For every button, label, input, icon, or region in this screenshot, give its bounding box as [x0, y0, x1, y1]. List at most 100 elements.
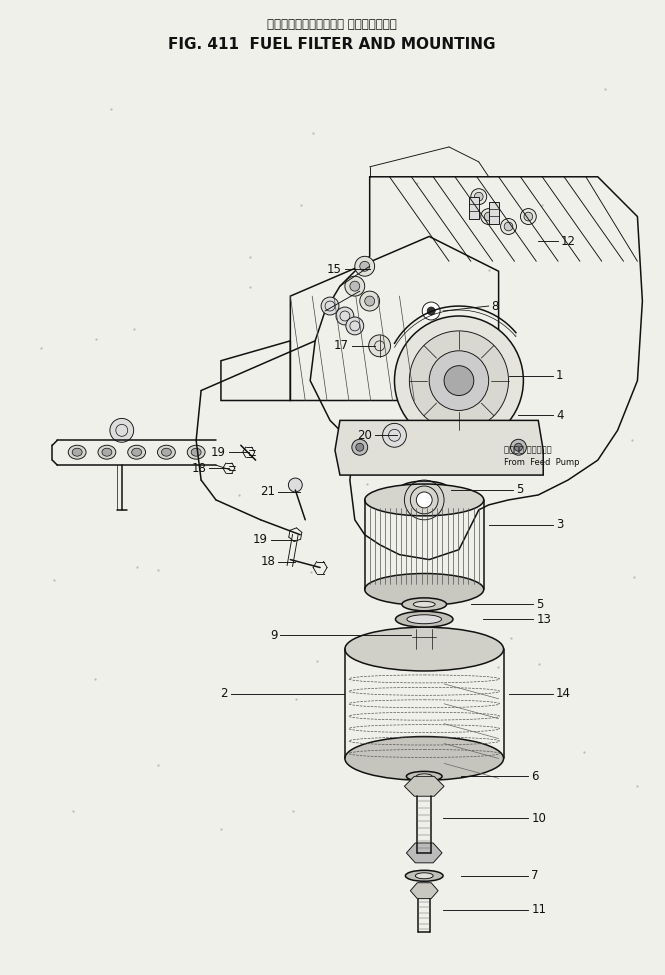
Point [90, 332, 101, 347]
Point [308, 126, 319, 141]
Text: 1: 1 [556, 370, 564, 382]
Ellipse shape [98, 446, 116, 459]
Point [312, 653, 323, 669]
Point [631, 779, 642, 795]
Circle shape [484, 213, 493, 221]
Circle shape [444, 366, 473, 396]
Point [436, 760, 446, 776]
Ellipse shape [406, 771, 442, 781]
Point [128, 321, 139, 336]
Text: 12: 12 [561, 235, 576, 248]
Ellipse shape [345, 627, 503, 671]
Bar [489, 202, 499, 223]
Circle shape [364, 296, 374, 306]
Circle shape [360, 292, 380, 311]
Point [492, 659, 503, 675]
Circle shape [352, 440, 368, 455]
Text: 19: 19 [253, 533, 267, 546]
Circle shape [368, 334, 390, 357]
Text: 13: 13 [536, 612, 551, 626]
Ellipse shape [345, 736, 503, 780]
Ellipse shape [188, 446, 205, 459]
Circle shape [422, 302, 440, 320]
Text: 21: 21 [261, 486, 275, 498]
Point [454, 348, 464, 364]
Point [494, 413, 505, 429]
Point [419, 763, 430, 779]
Text: 7: 7 [531, 870, 539, 882]
Ellipse shape [102, 448, 112, 456]
Text: From  Feed  Pump: From Feed Pump [503, 457, 579, 467]
Point [626, 432, 637, 448]
Point [483, 262, 494, 278]
Text: フュエルフィルタおよび マウンティング: フュエルフィルタおよび マウンティング [267, 19, 397, 31]
Circle shape [360, 261, 370, 271]
Circle shape [471, 189, 487, 205]
Circle shape [321, 297, 339, 315]
Circle shape [427, 307, 435, 315]
Circle shape [356, 444, 364, 451]
Circle shape [511, 440, 527, 455]
Point [234, 487, 245, 502]
Ellipse shape [72, 448, 82, 456]
Ellipse shape [416, 873, 433, 878]
Circle shape [382, 423, 406, 448]
Point [510, 327, 521, 342]
Text: 9: 9 [270, 629, 277, 642]
Ellipse shape [402, 598, 446, 610]
Point [153, 758, 164, 773]
Text: 17: 17 [334, 339, 349, 352]
Text: 5: 5 [517, 484, 524, 496]
Ellipse shape [396, 611, 453, 627]
Circle shape [350, 281, 360, 292]
Text: 4: 4 [556, 409, 564, 422]
Text: フィード ポンプから: フィード ポンプから [503, 446, 551, 454]
Ellipse shape [192, 448, 201, 456]
Text: 14: 14 [556, 687, 571, 700]
Text: 6: 6 [531, 770, 539, 783]
Ellipse shape [162, 448, 172, 456]
Point [288, 803, 299, 819]
Ellipse shape [132, 448, 142, 456]
Point [537, 197, 547, 213]
Point [306, 564, 317, 579]
Text: 11: 11 [531, 903, 547, 916]
Text: 18: 18 [192, 461, 206, 475]
Point [35, 340, 46, 356]
Point [533, 656, 544, 672]
Text: 2: 2 [220, 687, 228, 700]
Circle shape [346, 317, 364, 334]
Circle shape [289, 478, 303, 492]
Ellipse shape [158, 446, 176, 459]
Point [89, 672, 100, 687]
Circle shape [429, 351, 489, 410]
Circle shape [336, 307, 354, 325]
Text: 18: 18 [261, 555, 275, 568]
Ellipse shape [68, 446, 86, 459]
Polygon shape [404, 776, 444, 797]
Circle shape [416, 492, 432, 508]
Point [412, 175, 422, 190]
Point [68, 802, 78, 818]
Ellipse shape [407, 615, 442, 624]
Bar [469, 197, 479, 218]
Circle shape [394, 316, 523, 446]
Point [444, 456, 455, 472]
Text: FIG. 411  FUEL FILTER AND MOUNTING: FIG. 411 FUEL FILTER AND MOUNTING [168, 37, 495, 52]
Circle shape [501, 218, 517, 234]
Point [505, 630, 516, 645]
Circle shape [355, 256, 374, 276]
Text: 19: 19 [211, 446, 226, 458]
Point [579, 744, 589, 760]
Point [362, 476, 373, 491]
Text: 20: 20 [357, 429, 372, 442]
Point [295, 197, 306, 213]
Point [600, 81, 610, 97]
Ellipse shape [416, 774, 432, 779]
Point [106, 101, 116, 117]
Ellipse shape [410, 485, 439, 495]
Polygon shape [335, 420, 543, 475]
Ellipse shape [364, 573, 483, 605]
Text: 8: 8 [491, 299, 499, 313]
Point [152, 562, 163, 577]
